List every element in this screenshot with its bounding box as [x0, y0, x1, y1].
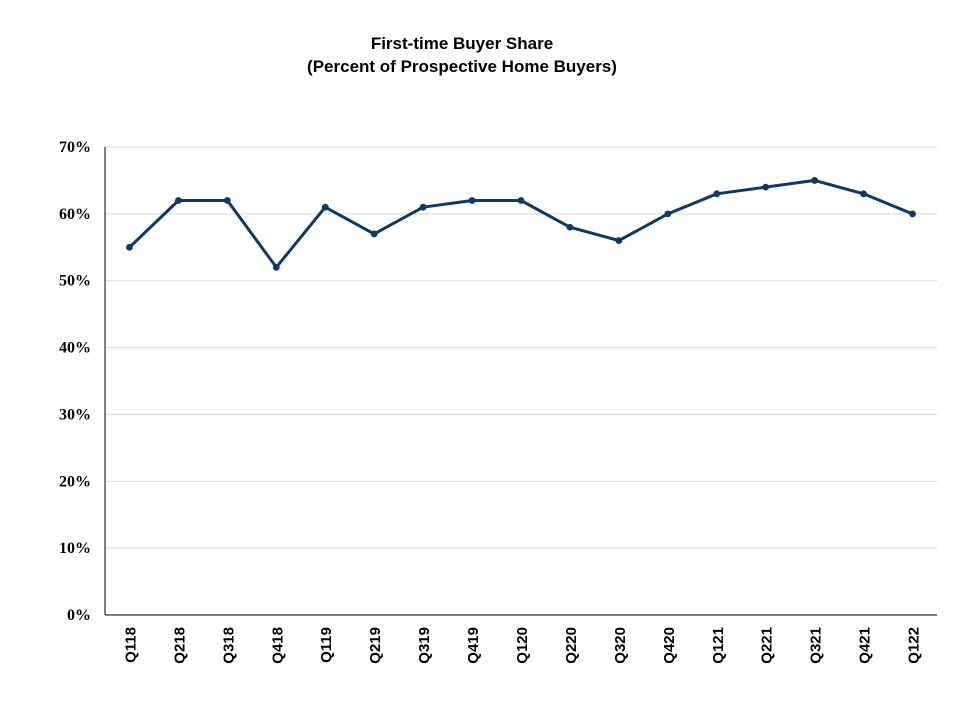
data-point [272, 263, 280, 271]
x-tick-label: Q119 [318, 627, 335, 663]
x-tick-label: Q320 [612, 627, 629, 664]
x-tick-label: Q121 [710, 627, 727, 664]
x-tick-label: Q420 [661, 627, 678, 664]
axes [104, 147, 937, 616]
x-tick-label: Q219 [367, 627, 384, 664]
y-tick-label: 70% [59, 139, 91, 156]
data-point [713, 190, 721, 198]
y-tick-label: 30% [59, 406, 91, 423]
x-tick-label: Q120 [514, 627, 531, 664]
y-tick-label: 0% [67, 607, 91, 624]
data-point [615, 237, 623, 245]
y-tick-label: 40% [59, 340, 91, 357]
data-point [223, 197, 231, 204]
data-point [175, 197, 182, 204]
data-point [370, 230, 378, 238]
data-point [909, 210, 916, 218]
x-tick-label: Q221 [759, 627, 776, 664]
data-point [664, 210, 672, 218]
x-tick-label: Q319 [416, 627, 433, 664]
data-point [517, 197, 525, 204]
chart-title: First-time Buyer Share [371, 34, 553, 53]
data-point [762, 183, 770, 191]
series-line [128, 178, 914, 269]
data-point [566, 223, 574, 231]
series-layer [126, 177, 916, 271]
data-point [126, 243, 133, 251]
x-tick-label: Q220 [563, 627, 580, 664]
data-point [321, 203, 329, 211]
x-tick-label: Q218 [171, 627, 188, 664]
x-tick-label: Q122 [906, 627, 923, 664]
x-tick-label: Q318 [220, 627, 237, 664]
y-tick-label: 20% [59, 473, 91, 490]
y-tick-label: 10% [59, 540, 91, 557]
gridlines [105, 146, 937, 549]
data-point [468, 197, 476, 204]
chart-subtitle: (Percent of Prospective Home Buyers) [307, 57, 617, 76]
data-point [811, 177, 819, 184]
data-point [419, 203, 427, 211]
x-tick-label: Q418 [269, 627, 286, 664]
y-axis-ticks: 0% 10% 20% 30% 40% 50% 60% 70% [59, 139, 91, 624]
y-tick-label: 50% [59, 273, 91, 290]
data-point [860, 190, 867, 198]
x-tick-label: Q421 [857, 627, 874, 664]
x-axis-ticks: Q118 Q218 Q318 Q418 Q119 Q219 Q319 Q419 Q120 Q220… [122, 627, 922, 664]
x-tick-label: Q118 [122, 627, 139, 663]
x-tick-label: Q419 [465, 627, 482, 664]
x-tick-label: Q321 [808, 627, 825, 664]
y-tick-label: 60% [59, 206, 91, 223]
